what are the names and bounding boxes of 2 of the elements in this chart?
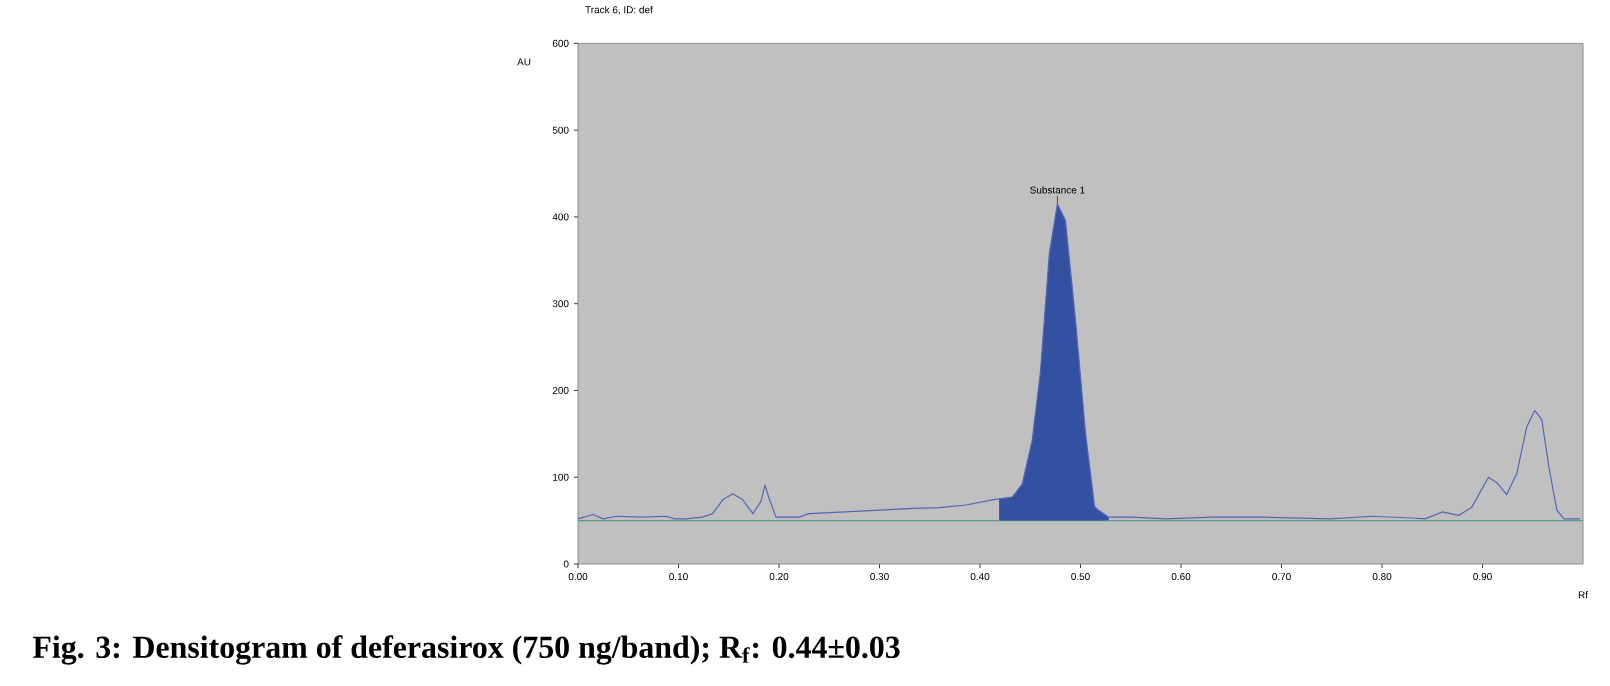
caption: Fig. 3: Densitogram of deferasirox (750 ng/band); R$_{f}$: 0.44±0.03 [32,635,900,665]
line-series [577,203,1581,520]
